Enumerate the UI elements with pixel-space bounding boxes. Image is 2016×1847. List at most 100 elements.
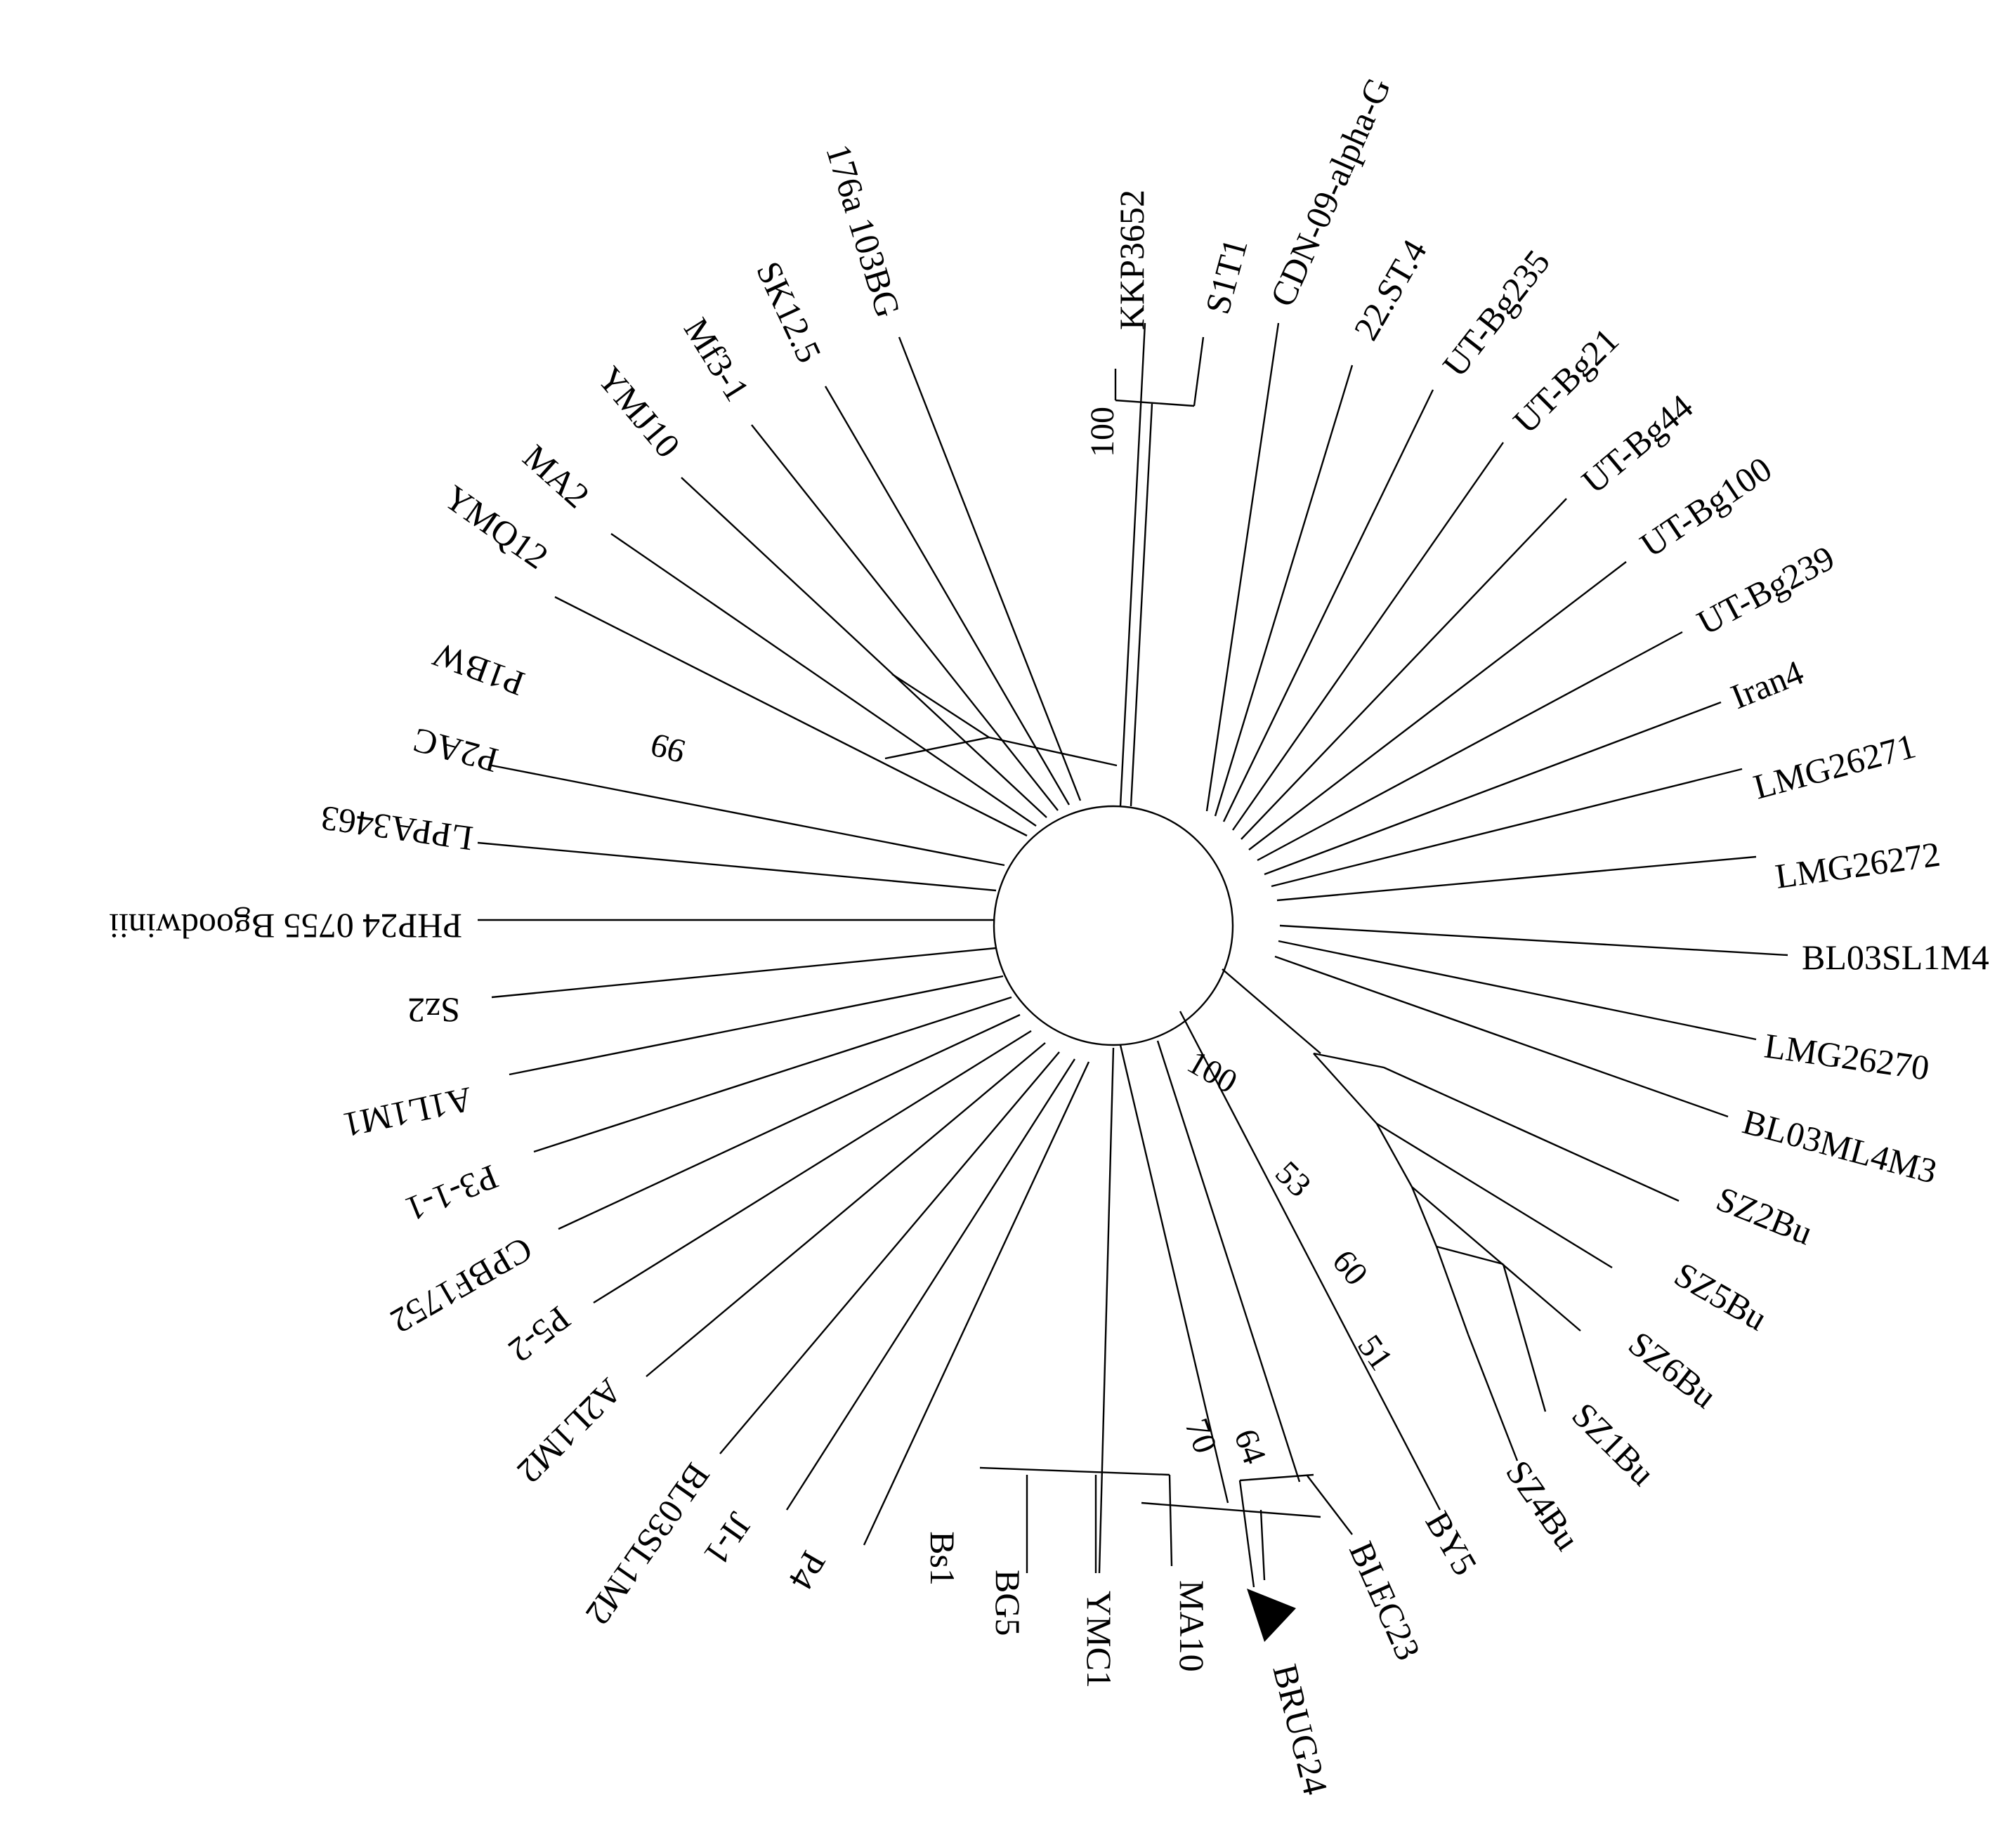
branch-line-60 xyxy=(1502,1263,1547,1412)
branch-line-52 xyxy=(1313,1052,1385,1069)
taxon-label-22-st-4: 22.ST.4 xyxy=(1346,233,1434,347)
branch-line-28 xyxy=(646,1042,1046,1377)
taxon-label-iran4: Iran4 xyxy=(1725,652,1809,716)
branch-line-16 xyxy=(751,424,1059,811)
branch-line-7 xyxy=(1257,631,1683,862)
branch-line-42 xyxy=(1141,1501,1321,1518)
branch-line-49 xyxy=(1168,1474,1173,1567)
taxon-label-a2l1m2: A2L1M2 xyxy=(510,1371,630,1491)
branch-line-38 xyxy=(1193,336,1205,407)
branch-line-5 xyxy=(1241,498,1567,840)
bootstrap-sz-core: 51 xyxy=(1350,1328,1400,1377)
taxon-label-p1bw: P1BW xyxy=(428,635,530,704)
taxon-label-ut-bg100: UT-Bg100 xyxy=(1633,449,1779,565)
branch-line-11 xyxy=(1279,924,1788,957)
branch-line-24 xyxy=(509,975,1004,1076)
taxon-label-brug24: BRUG24 xyxy=(1265,1660,1335,1799)
taxon-label-ymq12: YMQ12 xyxy=(437,478,556,577)
bootstrap-sz-outer: 100 xyxy=(1181,1044,1243,1101)
taxon-label-ma2: MA2 xyxy=(516,437,597,515)
branch-line-14 xyxy=(898,336,1082,801)
branch-line-32 xyxy=(1119,1044,1229,1504)
branch-line-59 xyxy=(1436,1245,1504,1266)
taxon-label-lmg26272: LMG26272 xyxy=(1773,834,1943,896)
branch-line-21 xyxy=(477,841,997,892)
branch-line-56 xyxy=(1375,1123,1413,1188)
taxon-label-by5: BY5 xyxy=(1418,1505,1485,1582)
central-ring xyxy=(993,805,1234,1046)
branch-line-8 xyxy=(1264,701,1722,876)
branch-line-12 xyxy=(1278,940,1757,1041)
taxon-label-ut-bg44: UT-Bg44 xyxy=(1574,386,1700,501)
branch-line-43 xyxy=(1259,1509,1266,1581)
branch-line-0 xyxy=(1119,322,1146,807)
taxon-label-bl03sl1m4: BL03SL1M4 xyxy=(1802,938,1989,977)
branch-line-15 xyxy=(824,386,1071,806)
taxon-label-176a-103bg: 176a 103BG xyxy=(818,140,908,322)
branch-line-6 xyxy=(1248,561,1627,850)
taxon-label-a1l1m1: A1L1M1 xyxy=(340,1079,476,1145)
branch-line-27 xyxy=(593,1030,1032,1304)
taxon-label-sz4bu: SZ4Bu xyxy=(1498,1453,1588,1557)
taxon-label-p5-2: P5-2 xyxy=(502,1299,578,1370)
taxon-label-ma10: MA10 xyxy=(1172,1580,1212,1672)
branch-line-62 xyxy=(1467,1334,1519,1461)
branch-line-39 xyxy=(988,736,1118,767)
branch-line-55 xyxy=(1376,1122,1613,1269)
bootstrap-bg5-ma10: 70 xyxy=(1177,1414,1224,1458)
taxon-label-lppa3463: LPPA3463 xyxy=(318,798,475,859)
branch-line-47 xyxy=(979,1466,1170,1476)
taxon-label-p4: P4 xyxy=(781,1545,834,1597)
branch-line-2 xyxy=(1214,364,1354,817)
taxon-label-blec23: BLEC23 xyxy=(1342,1536,1428,1666)
taxon-label-lmg26271: LMG26271 xyxy=(1749,725,1920,806)
branch-line-17 xyxy=(681,477,1047,818)
branch-line-29 xyxy=(719,1051,1060,1454)
branch-line-61 xyxy=(1435,1246,1470,1335)
branch-line-63 xyxy=(1179,1011,1441,1511)
branch-line-35 xyxy=(1130,403,1153,807)
branch-line-23 xyxy=(491,947,997,999)
taxon-label-kkp3652: KKP3652 xyxy=(1112,190,1151,330)
branch-line-53 xyxy=(1383,1066,1680,1202)
branch-line-33 xyxy=(1156,1040,1301,1483)
branch-lines xyxy=(477,322,1788,1588)
bootstrap-blec-brug: 64 xyxy=(1226,1424,1273,1468)
branch-line-4 xyxy=(1232,442,1504,831)
branch-line-26 xyxy=(558,1013,1021,1230)
taxon-label-bs1: Bs1 xyxy=(923,1531,962,1586)
branch-line-19 xyxy=(554,596,1028,837)
taxon-label-ymj10: YMJ10 xyxy=(590,359,688,465)
branch-line-25 xyxy=(533,996,1012,1153)
bootstrap-kkp-s1t1: 100 xyxy=(1084,407,1121,457)
branch-line-34 xyxy=(1098,1047,1115,1574)
bootstrap-p1bw-p2ac: 99 xyxy=(647,725,689,770)
branch-line-57 xyxy=(1411,1186,1581,1332)
taxon-label-bg5: BG5 xyxy=(988,1570,1028,1636)
taxon-label-p3-1-1: P3-1-1 xyxy=(400,1157,504,1230)
triangle-marker-icon xyxy=(1247,1589,1296,1642)
taxon-label-ji-1: JI-1 xyxy=(696,1506,759,1573)
taxon-label-mf3-1: Mf3-1 xyxy=(676,311,757,408)
branch-line-31 xyxy=(863,1061,1090,1546)
branch-line-54 xyxy=(1313,1053,1377,1124)
branch-line-9 xyxy=(1271,768,1743,888)
taxon-label-s1t1: S1T1 xyxy=(1198,235,1255,318)
taxon-label-ut-bg235: UT-Bg235 xyxy=(1435,242,1558,384)
taxon-label-sz6bu: SZ6Bu xyxy=(1621,1324,1724,1416)
taxon-labels: KKP3652 S1T1 CDN-09-alpha-G22.ST.4 UT-Bg235… xyxy=(109,72,1989,1799)
taxon-label-p2ac: P2AC xyxy=(409,721,502,781)
taxon-label-php24-0755-bgoodwinii: PHP24 0755 Bgoodwinii xyxy=(109,907,462,946)
taxon-label-ymc1: YMC1 xyxy=(1080,1591,1119,1688)
bootstrap-sz-inner: 60 xyxy=(1325,1243,1375,1293)
taxon-label-ut-bg21: UT-Bg21 xyxy=(1505,320,1626,441)
branch-line-58 xyxy=(1410,1186,1438,1247)
branch-line-30 xyxy=(785,1058,1076,1511)
taxon-label-bl03ml4m3: BL03ML4M3 xyxy=(1739,1102,1941,1191)
taxon-label-lmg26270: LMG26270 xyxy=(1762,1025,1932,1087)
taxon-label-bl03sl1m2: BL03SL1M2 xyxy=(578,1457,718,1633)
branch-line-37 xyxy=(1115,399,1195,407)
taxon-label-sz2: Sz2 xyxy=(407,991,460,1030)
